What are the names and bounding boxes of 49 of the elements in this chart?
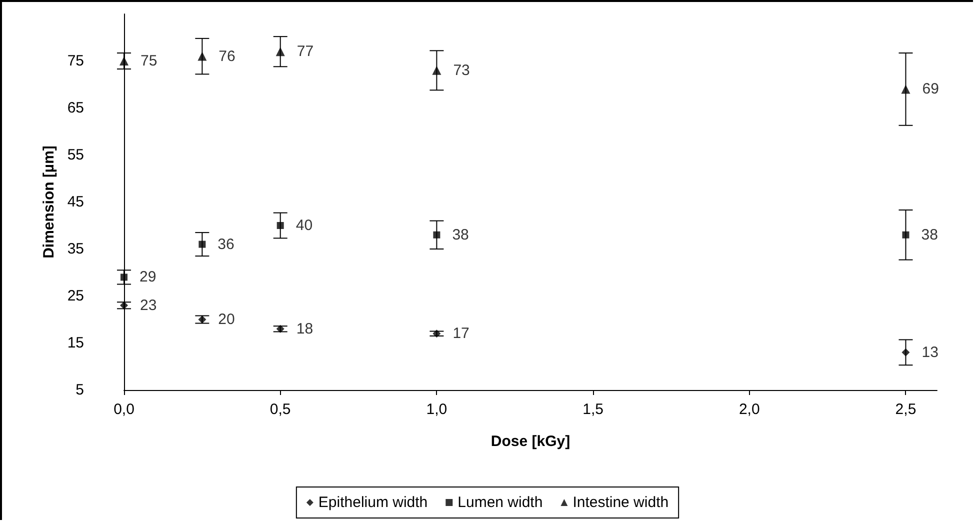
point xyxy=(120,274,128,281)
point xyxy=(120,56,128,66)
legend-label: Lumen width xyxy=(458,494,543,511)
point xyxy=(902,231,910,238)
y-tick-label: 25 xyxy=(67,288,84,304)
data-label: 17 xyxy=(452,325,470,342)
point xyxy=(198,240,206,248)
y-tick-label: 65 xyxy=(67,100,84,116)
x-tick-label: 0,5 xyxy=(270,401,291,418)
x-tick-label: 2,0 xyxy=(738,401,760,418)
x-tick-label: 1,0 xyxy=(426,401,448,418)
point xyxy=(276,222,284,229)
point xyxy=(902,348,910,356)
y-tick-label: 55 xyxy=(67,146,84,164)
data-label: 29 xyxy=(140,268,156,286)
y-tick-label: 35 xyxy=(67,240,84,258)
point xyxy=(198,316,206,324)
point xyxy=(276,324,284,333)
y-axis-title: Dimension [µm] xyxy=(40,146,58,258)
point xyxy=(276,47,285,56)
data-label: 36 xyxy=(218,236,234,253)
point xyxy=(198,52,207,61)
data-label: 40 xyxy=(296,217,313,234)
x-tick-label: 2,5 xyxy=(895,401,916,418)
data-label: 13 xyxy=(922,344,938,361)
y-tick-label: 5 xyxy=(76,382,84,398)
data-label: 23 xyxy=(140,296,157,314)
data-label: 73 xyxy=(453,62,470,79)
point xyxy=(120,301,128,310)
data-label: 77 xyxy=(296,43,314,60)
data-label: 76 xyxy=(218,48,236,65)
x-axis-title: Dose [kGy] xyxy=(490,433,570,450)
legend-label: Epithelium width xyxy=(318,494,428,511)
x-tick-label: 1,5 xyxy=(582,401,604,418)
data-label: 38 xyxy=(452,226,469,244)
data-label: 38 xyxy=(921,226,938,244)
data-label: 18 xyxy=(296,320,314,338)
y-tick-label: 75 xyxy=(67,52,84,70)
point xyxy=(901,84,910,94)
point xyxy=(432,66,442,75)
legend-label: Intestine width xyxy=(572,494,669,511)
data-label: 75 xyxy=(140,52,158,70)
y-tick-label: 15 xyxy=(67,334,84,352)
data-label: 20 xyxy=(218,311,235,328)
x-tick-label: 0,0 xyxy=(114,401,134,418)
point xyxy=(433,231,440,238)
data-label: 69 xyxy=(922,80,939,98)
y-tick-label: 45 xyxy=(67,194,84,210)
point xyxy=(432,330,441,338)
